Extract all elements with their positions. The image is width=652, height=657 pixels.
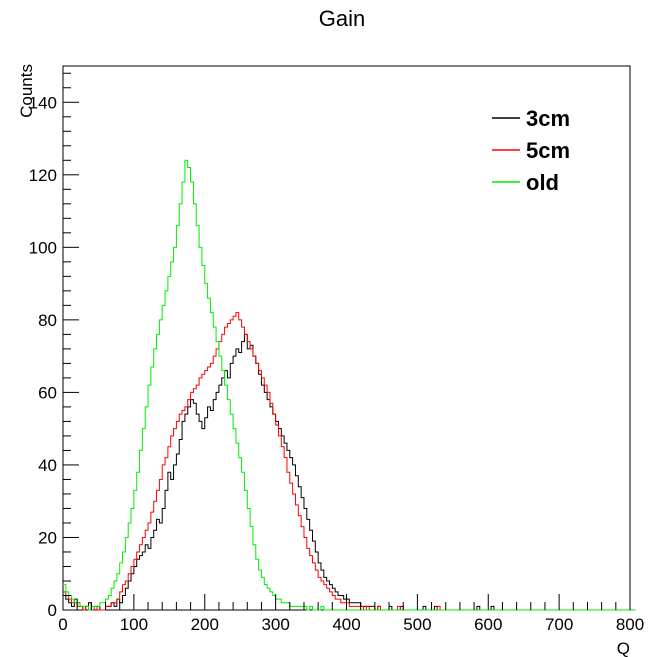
legend-label-3cm: 3cm (526, 106, 570, 131)
x-tick-label: 300 (261, 615, 289, 634)
legend: 3cm 5cm old (492, 106, 570, 195)
x-tick-label: 700 (545, 615, 573, 634)
y-axis-title: Counts (17, 64, 36, 118)
chart-title: Gain (319, 6, 365, 31)
series-3cm-line (63, 333, 625, 611)
x-tick-label: 400 (332, 615, 360, 634)
x-tick-label: 500 (403, 615, 431, 634)
y-tick-label: 60 (38, 383, 57, 402)
y-tick-label: 120 (29, 166, 57, 185)
y-tick-label: 40 (38, 456, 57, 475)
x-tick-label: 200 (191, 615, 219, 634)
axis-layer: 0 100 200 300 400 500 600 700 800 0 20 40 60 80 100 120… (29, 72, 644, 634)
x-tick-label: 100 (120, 615, 148, 634)
x-axis-title: Q (617, 639, 630, 657)
x-tick-label: 600 (474, 615, 502, 634)
series-5cm-line (63, 312, 622, 611)
series-layer (63, 159, 636, 611)
y-tick-label: 100 (29, 238, 57, 257)
y-tick-label: 80 (38, 311, 57, 330)
legend-label-5cm: 5cm (526, 138, 570, 163)
y-tick-label: 0 (48, 601, 57, 620)
x-tick-label: 800 (616, 615, 644, 634)
legend-label-old: old (526, 170, 559, 195)
y-tick-label: 140 (29, 93, 57, 112)
y-tick-label: 20 (38, 528, 57, 547)
series-old-line (63, 159, 636, 611)
x-tick-label: 0 (58, 615, 67, 634)
